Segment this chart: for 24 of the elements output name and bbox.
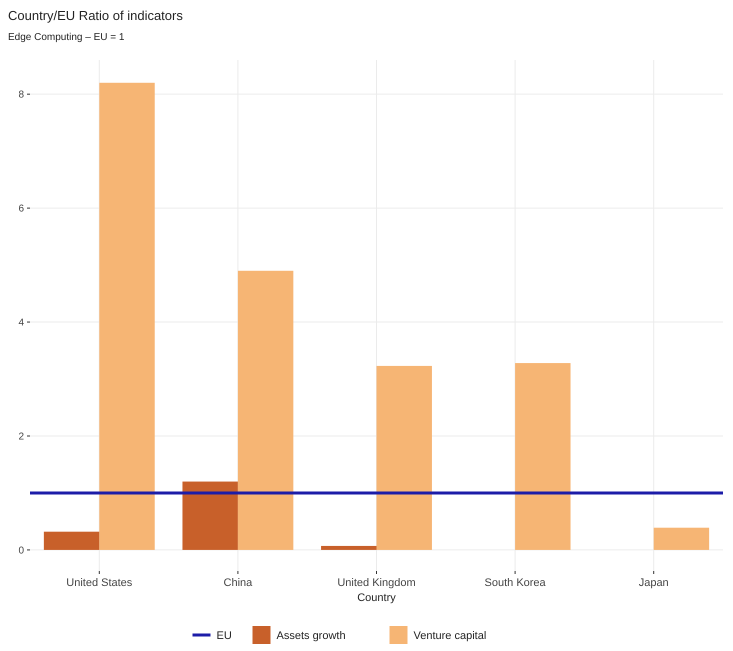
legend-label: Venture capital [414, 630, 486, 642]
x-axis-title: Country [357, 592, 396, 604]
x-tick-label: Japan [638, 577, 669, 589]
x-tick-label: China [224, 577, 254, 589]
y-tick-label: 6 [18, 204, 24, 215]
x-tick-label: United States [66, 577, 133, 589]
y-tick-label: 2 [18, 431, 24, 442]
y-tick-label: 0 [18, 545, 24, 556]
chart-title: Country/EU Ratio of indicators [8, 8, 184, 23]
bar [182, 482, 238, 550]
legend-label: Assets growth [276, 630, 346, 642]
bar [44, 532, 100, 550]
y-tick-label: 4 [18, 318, 24, 329]
legend-label: EU [216, 630, 232, 642]
bar [376, 366, 432, 550]
bar [321, 546, 376, 550]
bar [515, 363, 571, 550]
y-tick-label: 8 [18, 90, 24, 101]
x-tick-label: United Kingdom [337, 577, 416, 589]
bar [99, 82, 155, 550]
chart-subtitle: Edge Computing – EU = 1 [8, 32, 125, 43]
bar [654, 528, 710, 550]
bar [238, 270, 294, 550]
x-tick-label: South Korea [484, 577, 547, 589]
